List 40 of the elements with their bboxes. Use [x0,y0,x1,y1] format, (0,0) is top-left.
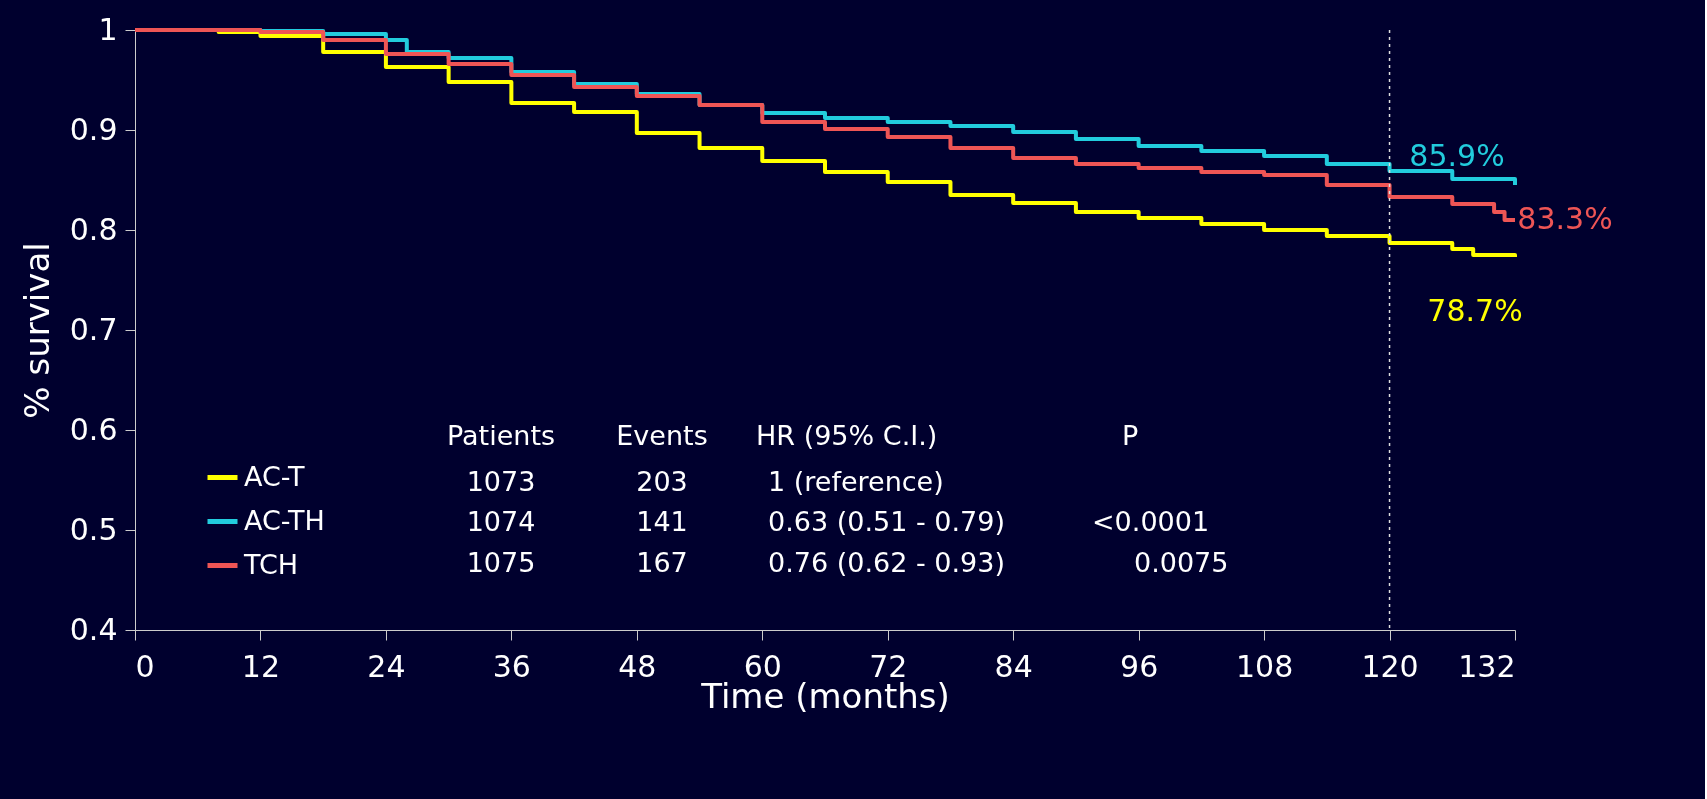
legend-label: TCH [243,548,299,580]
x-tick-label: 12 [241,648,281,684]
x-tick-label: 84 [994,648,1033,684]
annotation: 1 (reference) [768,466,944,497]
x-tick-label: 120 [1361,648,1419,684]
y-tick-label: 0.5 [69,511,118,547]
annotation: Patients [446,420,556,451]
annotation: 0.76 (0.62 - 0.93) [768,547,1005,578]
y-tick-label: 0.9 [69,111,118,147]
y-tick-label: 0.6 [69,411,118,447]
x-tick-label: 132 [1458,648,1516,684]
x-tick-label: 108 [1235,648,1294,684]
annotation: 1073 [466,466,536,497]
y-tick-label: 0.8 [69,211,118,247]
x-tick-label: 96 [1120,648,1159,684]
annotation: 0.63 (0.51 - 0.79) [768,506,1005,537]
x-tick-label: 60 [743,648,782,684]
x-tick-label: 0 [135,648,155,684]
x-tick-label: 36 [492,648,531,684]
x-tick-label: 24 [367,648,406,684]
y-tick-label: 1 [98,11,118,47]
annotation: 141 [636,506,688,537]
text: 83.3% [1517,201,1613,236]
annotation: 78.7% [1427,293,1523,328]
annotation: 0.0075 [1134,547,1229,578]
x-tick-label: 48 [618,648,657,684]
legend-label: AC-T [244,460,306,492]
y-tick-label: 0.7 [69,311,118,347]
legend-label: AC-TH [244,504,325,536]
annotation: HR (95% C.I.) [756,420,938,451]
annotation: 1075 [466,547,536,578]
annotation: P [1122,420,1139,451]
annotation: 203 [636,466,688,497]
annotation: 85.9% [1409,138,1505,173]
annotation: Events [616,420,708,451]
annotation: <0.0001 [1092,506,1210,537]
annotation: 167 [636,547,688,578]
y-axis-title: % survival [16,242,57,419]
y-tick-label: 0.4 [69,611,118,647]
annotation: 1074 [466,506,536,537]
